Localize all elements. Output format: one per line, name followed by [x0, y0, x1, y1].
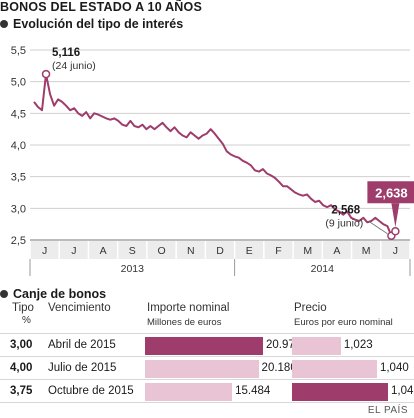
x-tick-label: S — [129, 245, 136, 257]
importe-value: 20.180 — [261, 362, 297, 374]
last-value-callout-pointer — [391, 203, 400, 228]
header-precio-unit: Euros por euro nominal — [294, 317, 393, 328]
cell-vencimiento: Abril de 2015 — [48, 339, 116, 351]
precio-bar — [292, 360, 377, 378]
precio-value: 1,0452 — [391, 385, 414, 397]
header-importe: Importe nominal — [147, 302, 230, 314]
importe-bar — [145, 383, 233, 401]
header-vencimiento: Vencimiento — [48, 302, 111, 314]
cell-vencimiento: Octubre de 2015 — [48, 385, 134, 397]
header-tipo-unit: % — [22, 315, 31, 326]
cell-tipo: 3,00 — [10, 339, 33, 351]
y-tick-label: 5,0 — [11, 77, 26, 89]
precio-bar — [292, 337, 341, 355]
x-tick-label: A — [100, 245, 107, 257]
y-tick-label: 4,0 — [11, 140, 26, 152]
year-label: 2013 — [121, 263, 145, 275]
annotation-min-leader — [369, 221, 388, 235]
table-section-title: Canje de bonos — [0, 287, 106, 301]
row-separator — [0, 333, 414, 334]
x-tick-label: A — [333, 245, 340, 257]
bullet-icon — [0, 20, 8, 28]
annotation-max-note: (24 junio) — [52, 60, 96, 72]
data-point-marker — [41, 69, 51, 79]
table-row: 3,75 Octubre de 2015 15.484 1,0452 — [0, 381, 414, 403]
cell-tipo: 4,00 — [10, 362, 33, 374]
data-point-marker — [391, 227, 400, 236]
y-tick-label: 4,5 — [11, 108, 26, 120]
annotation-min-value: 2,568 — [331, 205, 360, 217]
table-section-title-text: Canje de bonos — [13, 287, 107, 301]
series-line — [33, 73, 397, 237]
chart-section-title: Evolución del tipo de interés — [0, 17, 183, 31]
cell-tipo: 3,75 — [10, 385, 33, 397]
y-tick-label: 5,5 — [11, 45, 26, 57]
x-tick-label: J — [71, 245, 76, 257]
x-tick-label: J — [393, 245, 398, 257]
annotation-min-note: (9 junio) — [325, 218, 363, 230]
precio-value: 1,040 — [379, 362, 409, 374]
chart-section-title-text: Evolución del tipo de interés — [13, 17, 184, 31]
importe-bar — [145, 337, 263, 355]
precio-value: 1,023 — [343, 339, 373, 351]
x-tick-label: M — [303, 245, 312, 257]
annotation-max-value: 5,116 — [52, 47, 80, 59]
x-tick-label: M — [362, 245, 371, 257]
x-tick-label: J — [42, 245, 47, 257]
table-row: 4,00 Julio de 2015 20.180 1,040 — [0, 358, 414, 380]
importe-value: 15.484 — [235, 385, 271, 397]
header-tipo: Tipo — [12, 302, 34, 314]
graphic-title: BONOS DEL ESTADO A 10 AÑOS — [0, 0, 202, 14]
x-tick-label: D — [216, 245, 224, 257]
x-tick-label: O — [157, 245, 165, 257]
table-row: 3,00 Abril de 2015 20.971 1,023 — [0, 335, 414, 357]
row-separator — [0, 402, 414, 403]
year-label: 2014 — [311, 263, 335, 275]
last-value-callout-text: 2,638 — [375, 185, 408, 200]
x-tick-label: N — [187, 245, 195, 257]
row-separator — [0, 356, 414, 357]
x-tick-label: E — [246, 245, 253, 257]
month-band — [30, 241, 410, 259]
x-tick-label: F — [275, 245, 281, 257]
y-tick-label: 3,0 — [11, 203, 26, 215]
header-importe-unit: Millones de euros — [147, 317, 222, 328]
line-chart: 5,5 5,0 4,5 4,0 3,5 3,0 2,5 J J A S O N D E F M A M J 2013 20… — [11, 45, 414, 276]
row-separator — [0, 379, 414, 380]
cell-vencimiento: Julio de 2015 — [48, 362, 117, 374]
importe-bar — [145, 360, 259, 378]
precio-bar — [292, 383, 388, 401]
y-tick-label: 3,5 — [11, 172, 26, 184]
last-value-callout-box — [367, 181, 414, 204]
source-credit: EL PAÍS — [367, 405, 408, 416]
y-tick-label: 2,5 — [11, 235, 26, 247]
bullet-icon — [0, 290, 8, 298]
header-precio: Precio — [294, 302, 327, 314]
